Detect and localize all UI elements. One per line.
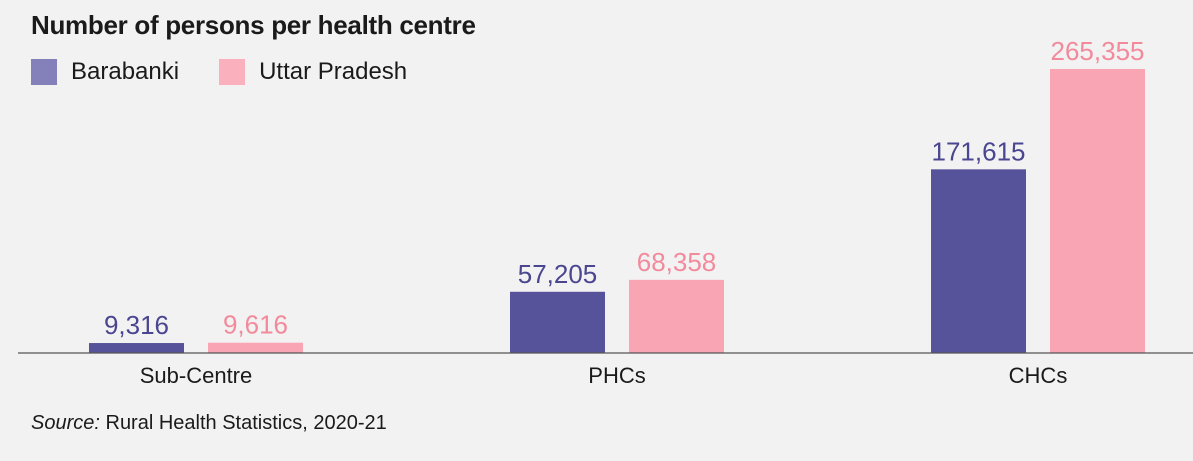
- bar-uttar-pradesh-phcs: [629, 279, 724, 353]
- chart-title: Number of persons per health centre: [31, 10, 476, 40]
- data-label-barabanki-sub-centre: 9,316: [104, 310, 169, 340]
- bar-barabanki-chcs: [931, 169, 1026, 353]
- category-label-chcs: CHCs: [1009, 363, 1068, 388]
- data-label-barabanki-phcs: 57,205: [518, 259, 598, 289]
- bar-barabanki-phcs: [510, 291, 605, 353]
- legend-label-barabanki: Barabanki: [71, 58, 180, 85]
- data-label-uttar-pradesh-sub-centre: 9,616: [223, 310, 288, 340]
- data-label-uttar-pradesh-phcs: 68,358: [637, 247, 717, 277]
- category-label-phcs: PHCs: [588, 363, 645, 388]
- source-note: Source: Rural Health Statistics, 2020-21: [31, 412, 387, 435]
- bar-uttar-pradesh-chcs: [1050, 69, 1145, 353]
- category-label-sub-centre: Sub-Centre: [140, 363, 253, 388]
- legend-item-barabanki: Barabanki: [31, 58, 179, 86]
- legend-swatch-uttar-pradesh: [219, 59, 246, 85]
- data-label-uttar-pradesh-chcs: 265,355: [1051, 36, 1145, 66]
- legend-swatch-barabanki: [31, 59, 57, 85]
- source-text: Rural Health Statistics, 2020-21: [99, 412, 387, 434]
- data-label-barabanki-chcs: 171,615: [932, 136, 1026, 166]
- legend-label-uttar-pradesh: Uttar Pradesh: [259, 58, 408, 85]
- bar-uttar-pradesh-sub-centre: [208, 342, 303, 353]
- bar-barabanki-sub-centre: [89, 343, 184, 353]
- source-label: Source:: [31, 412, 100, 434]
- legend-item-uttar-pradesh: Uttar Pradesh: [219, 58, 407, 86]
- legend: Barabanki Uttar Pradesh: [31, 58, 447, 86]
